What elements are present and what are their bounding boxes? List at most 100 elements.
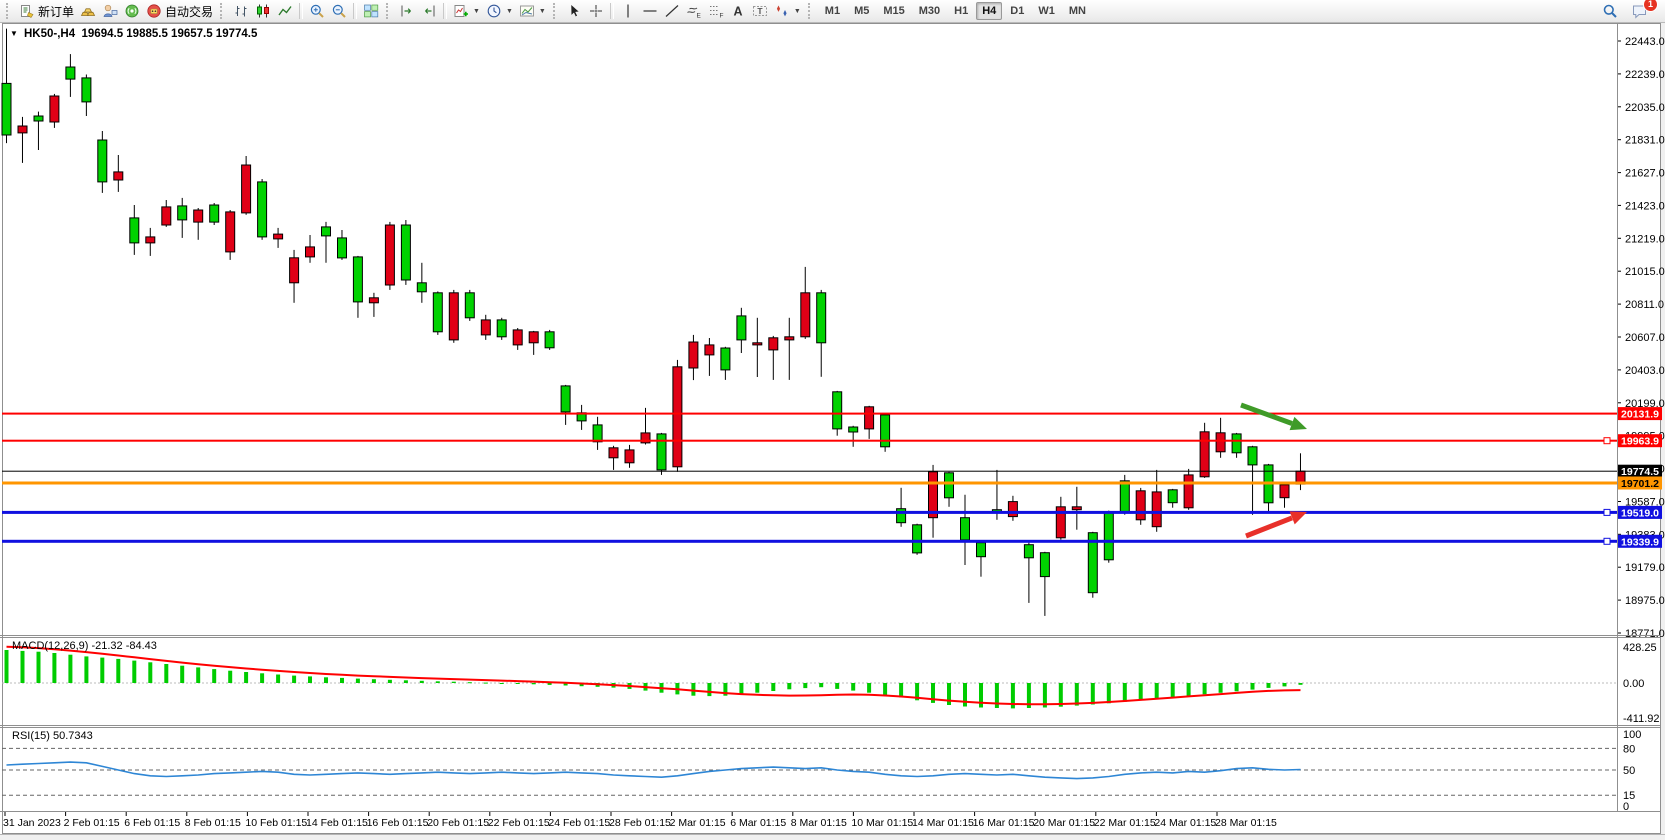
trader-profile-button[interactable]: [99, 1, 121, 21]
text-label-button[interactable]: T: [749, 1, 771, 21]
text-button[interactable]: A: [727, 1, 749, 21]
horizontal-level-line-19519.0[interactable]: [2, 510, 1617, 514]
vertical-line-button[interactable]: [617, 1, 639, 21]
timeframe-M15-button[interactable]: M15: [883, 5, 905, 17]
svg-text:19179.0: 19179.0: [1625, 562, 1665, 574]
svg-text:19774.5: 19774.5: [1621, 466, 1659, 478]
svg-text:31 Jan 2023: 31 Jan 2023: [3, 817, 61, 829]
svg-text:8 Mar 01:15: 8 Mar 01:15: [791, 817, 847, 829]
timeframe-M1-button[interactable]: M1: [824, 5, 841, 17]
candle-body: [864, 406, 875, 430]
trend-arrow-red[interactable]: [1245, 511, 1307, 539]
candle-body: [257, 181, 268, 238]
candle-body: [145, 236, 156, 244]
time-axis: 31 Jan 2023 2 Feb 01:15 6 Feb 01:15 8 Feb 0…: [3, 812, 1277, 829]
candle-body: [880, 414, 891, 448]
candle-body: [800, 292, 811, 338]
tile-windows-button[interactable]: [360, 1, 382, 21]
crosshair-button[interactable]: [585, 1, 607, 21]
gold-market-button[interactable]: [77, 1, 99, 21]
trend-arrow-green[interactable]: [1240, 402, 1307, 431]
candle-body: [384, 224, 395, 286]
rsi-axis: 100 80 50 150: [1623, 729, 1641, 813]
candle-body: [113, 171, 124, 181]
auto-scroll-button[interactable]: [418, 1, 440, 21]
chart-shift-button[interactable]: [396, 1, 418, 21]
svg-text:100: 100: [1623, 729, 1641, 741]
candle-body: [784, 336, 795, 341]
candle-body: [368, 297, 379, 304]
horizontal-level-line-20131.9[interactable]: [2, 412, 1617, 415]
candle-body: [752, 342, 763, 346]
candle-body: [944, 472, 954, 499]
search-button[interactable]: [1599, 1, 1621, 21]
svg-text:22443.0: 22443.0: [1625, 36, 1665, 48]
svg-text:21831.0: 21831.0: [1625, 135, 1665, 147]
candle-body: [960, 517, 970, 541]
svg-text:-411.92: -411.92: [1623, 713, 1660, 725]
clock-icon: [487, 4, 501, 18]
candle-body: [1135, 490, 1146, 521]
svg-text:T: T: [757, 6, 763, 16]
chart-canvas[interactable]: 22443.0 22239.0 22035.0 21831.0 21627.0 21423…: [0, 23, 1665, 840]
candle-body: [1039, 552, 1050, 578]
candle-body: [448, 292, 459, 341]
timeframe-D1-button[interactable]: D1: [1010, 5, 1025, 17]
toolbar-grip: [6, 3, 12, 19]
horizontal-level-line-19963.9[interactable]: [2, 439, 1617, 442]
notifications-button[interactable]: 1: [1629, 0, 1658, 21]
broadcast-button[interactable]: [121, 1, 143, 21]
timeframe-M30-button[interactable]: M30: [918, 5, 941, 17]
svg-text:6 Feb 01:15: 6 Feb 01:15: [124, 817, 180, 829]
new-order-button[interactable]: 新订单: [16, 1, 77, 21]
timeframe-MN-button[interactable]: MN: [1068, 5, 1086, 17]
svg-text:22035.0: 22035.0: [1625, 102, 1665, 114]
equidistant-channel-button[interactable]: E: [683, 1, 705, 21]
candle-body: [816, 292, 827, 344]
horizontal-level-line-19339.9[interactable]: [2, 539, 1617, 543]
svg-text:0.00: 0.00: [1623, 678, 1644, 690]
horizontal-line-button[interactable]: [639, 1, 661, 21]
chart-frame: [2, 23, 1661, 834]
candle-body: [289, 257, 300, 284]
timeframe-H1-button[interactable]: H1: [954, 5, 969, 17]
chart-background[interactable]: [0, 23, 1665, 840]
candle-body: [241, 164, 252, 214]
timeframe-M5-button[interactable]: M5: [854, 5, 870, 17]
zoom-in-button[interactable]: [306, 1, 328, 21]
horizontal-level-line-19774.5[interactable]: [2, 470, 1617, 472]
line-handle[interactable]: [1603, 437, 1611, 445]
auto-trading-button[interactable]: 自动交易: [143, 1, 216, 21]
candle-body: [225, 211, 236, 253]
trendline-button[interactable]: [661, 1, 683, 21]
arrows-button[interactable]: ▼: [771, 1, 804, 21]
timeframe-W1-button[interactable]: W1: [1038, 5, 1055, 17]
line-chart-button[interactable]: [274, 1, 296, 21]
candle-body: [528, 331, 539, 344]
add-indicator-button[interactable]: ▼: [450, 1, 483, 21]
auto-trading-button-label: 自动交易: [165, 4, 214, 19]
add-indicator-icon: [454, 5, 469, 17]
timeframe-H4-button[interactable]: H4: [976, 2, 1003, 20]
templates-button[interactable]: ▼: [516, 1, 549, 21]
candle-body: [896, 508, 907, 524]
candle-body: [416, 282, 427, 293]
toolbar-separator: [299, 3, 304, 19]
periods-button[interactable]: ▼: [483, 1, 516, 21]
candle-body: [672, 366, 683, 468]
candlestick-chart-button[interactable]: [252, 1, 274, 21]
svg-text:18771.0: 18771.0: [1625, 628, 1665, 640]
svg-text:20199.0: 20199.0: [1625, 398, 1665, 410]
template-icon: [519, 5, 534, 17]
svg-text:14 Feb 01:15: 14 Feb 01:15: [306, 817, 368, 829]
chart-window[interactable]: 22443.0 22239.0 22035.0 21831.0 21627.0 21423…: [0, 23, 1665, 840]
fibonacci-button[interactable]: F: [705, 1, 727, 21]
zoom-out-button[interactable]: [328, 1, 350, 21]
horizontal-level-line-19701.2[interactable]: [2, 481, 1617, 485]
svg-text:10 Mar 01:15: 10 Mar 01:15: [851, 817, 913, 829]
bar-chart-button[interactable]: [230, 1, 252, 21]
cursor-button[interactable]: [563, 1, 585, 21]
line-handle[interactable]: [1603, 537, 1611, 545]
candle-body: [1199, 431, 1210, 478]
line-handle[interactable]: [1603, 508, 1611, 516]
